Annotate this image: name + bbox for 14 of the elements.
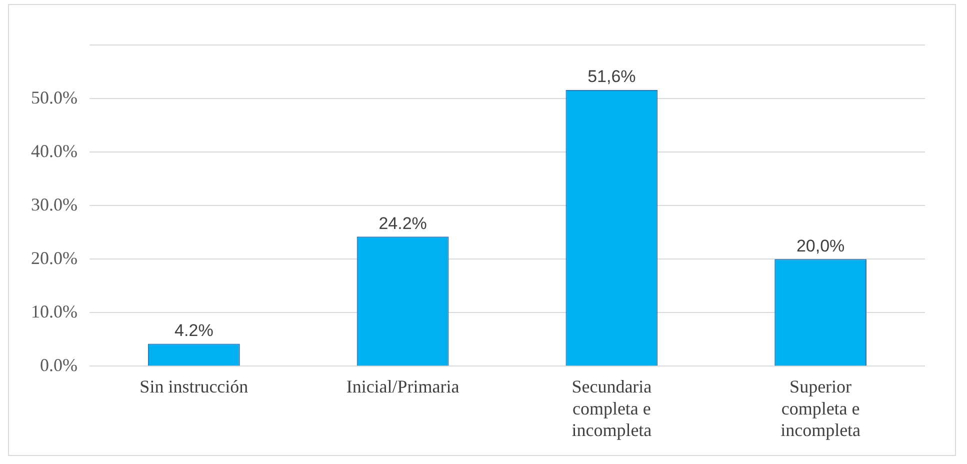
y-tick-label: 0.0% xyxy=(40,354,78,375)
y-tick-label: 20.0% xyxy=(30,248,78,268)
data-label: 51,6% xyxy=(588,67,636,86)
x-tick-label: Superior completa e incompleta xyxy=(780,376,861,440)
x-tick-label: Inicial/Primaria xyxy=(346,376,460,397)
data-label: 20,0% xyxy=(796,236,845,256)
y-tick-label: 30.0% xyxy=(30,194,78,214)
data-label: 4.2% xyxy=(174,320,214,340)
y-tick-label: 10.0% xyxy=(30,301,78,322)
data-label: 24.2% xyxy=(378,214,427,233)
y-tick-label: 40.0% xyxy=(30,140,78,161)
y-tick-label: 50.0% xyxy=(30,87,78,108)
x-tick-label: Sin instrucción xyxy=(140,376,248,397)
x-tick-label: Secundaria completa e incompleta xyxy=(572,376,652,440)
